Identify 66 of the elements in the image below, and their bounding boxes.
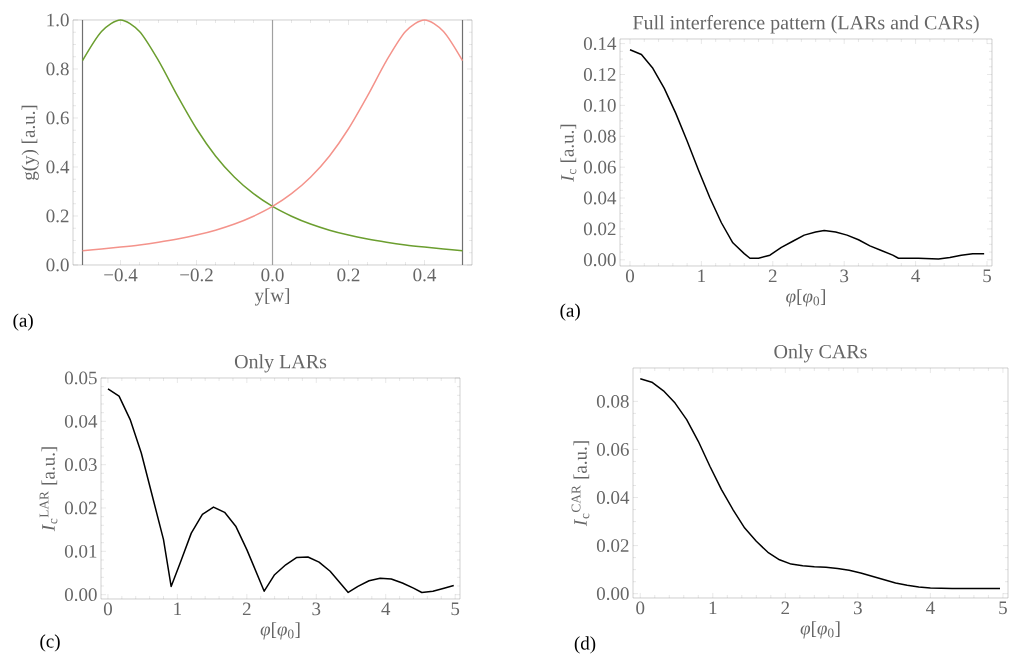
line-series <box>81 19 464 252</box>
x-tick-label: −0.2 <box>180 268 213 282</box>
x-tick-label: 0.0 <box>261 268 284 282</box>
y-tick-label: 0.03 <box>64 458 97 472</box>
x-tick-label: 1 <box>698 269 706 283</box>
y-tick-label: 0.00 <box>583 253 616 267</box>
x-tick-label: 4 <box>381 602 391 616</box>
y-tick-label: 0.05 <box>64 371 97 385</box>
x-tick-label: 0 <box>625 269 635 283</box>
y-tick-label: 0.01 <box>64 544 97 558</box>
chart-title: Only CARs <box>774 344 867 363</box>
x-tick-label: 2 <box>768 269 777 283</box>
y-tick-label: 0.02 <box>64 501 97 515</box>
y-tick-label: 1.0 <box>47 13 69 27</box>
y-tick-label: 0.10 <box>583 98 616 112</box>
chart-title: Only LARs <box>234 354 327 373</box>
x-tick-label: 3 <box>840 269 849 283</box>
x-axis-title: φ[φ$_{0}$] <box>786 289 825 307</box>
x-tick-label: 3 <box>854 601 862 615</box>
y-tick-label: 0.8 <box>46 62 69 76</box>
y-tick-label: 0.04 <box>64 414 98 428</box>
y-tick-label: 0.2 <box>46 209 69 223</box>
line-series <box>107 388 455 594</box>
y-tick-label: 0.02 <box>596 539 629 553</box>
y-tick-label: 0.4 <box>46 160 70 174</box>
y-axis-title: g(y) [a.u.] <box>21 105 39 180</box>
chart-title: Full interference pattern (LARs and CARs) <box>633 15 979 34</box>
x-tick-label: 5 <box>451 602 460 616</box>
x-tick-label: 4 <box>926 601 935 615</box>
x-tick-label: 1 <box>709 601 717 615</box>
text: (a) <box>560 303 580 321</box>
x-tick-label: 0 <box>103 602 112 616</box>
y-tick-label: 0.08 <box>583 129 616 143</box>
y-tick-label: 0.6 <box>46 111 69 125</box>
x-axis-title: φ[φ$_{0}$] <box>260 622 300 640</box>
y-tick-label: 0.04 <box>596 491 630 504</box>
y-tick-label: 0.00 <box>64 588 97 602</box>
x-tick-label: 5 <box>983 269 991 283</box>
x-tick-label: 2 <box>781 601 790 615</box>
x-tick-label: 2 <box>242 602 251 616</box>
y-tick-label: 0.06 <box>596 443 629 456</box>
x-tick-label: 3 <box>312 602 321 616</box>
x-tick-label: 0.2 <box>337 268 360 282</box>
y-tick-label: 0.12 <box>583 68 616 81</box>
x-tick-label: 0 <box>636 601 645 615</box>
y-tick-label: 0.08 <box>596 394 629 408</box>
y-axis-title: I$_{c}$$^{LAR}$ [a.u.] <box>39 447 58 532</box>
y-tick-label: 0.06 <box>583 160 616 174</box>
x-axis-title: φ[φ$_{0}$] <box>800 621 840 639</box>
text: (a) <box>13 313 33 331</box>
x-tick-label: 1 <box>174 602 181 616</box>
y-tick-label: 0.04 <box>583 191 617 205</box>
x-axis-title: y[w] <box>254 288 290 306</box>
line-series <box>629 49 985 260</box>
x-tick-label: −0.4 <box>104 268 138 282</box>
y-tick-label: 0.0 <box>46 258 69 272</box>
y-tick-label: 0.00 <box>596 587 629 601</box>
x-tick-label: 5 <box>999 601 1007 615</box>
text: (c) <box>40 634 60 652</box>
y-axis-title: I$_{c}$ [a.u.] <box>560 124 577 182</box>
x-tick-label: 4 <box>911 269 921 283</box>
y-tick-label: 0.02 <box>583 222 616 236</box>
text: (d) <box>574 636 596 654</box>
y-axis-title: I$_{c}$$^{CAR}$ [a.u.] <box>571 441 590 527</box>
y-tick-label: 0.14 <box>583 37 617 51</box>
x-tick-label: 0.4 <box>413 268 437 282</box>
